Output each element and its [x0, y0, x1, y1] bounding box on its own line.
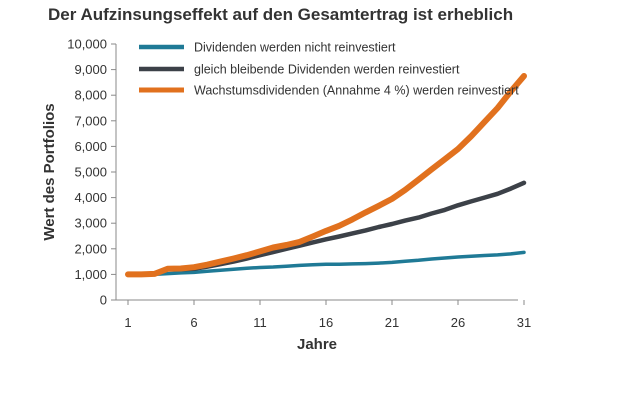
y-tick-label: 9,000	[74, 62, 107, 77]
legend-label-3: Wachstumsdividenden (Annahme 4 %) werden…	[194, 84, 519, 98]
legend: Dividenden werden nicht reinvestiert glei…	[139, 41, 519, 98]
x-tick-label: 31	[517, 315, 531, 330]
series-lines	[125, 73, 527, 278]
y-tick-label: 5,000	[74, 165, 107, 180]
x-tick-label: 21	[385, 315, 399, 330]
y-tick-label: 7,000	[74, 113, 107, 128]
y-tick-label: 8,000	[74, 88, 107, 103]
x-axis-label: Jahre	[297, 336, 337, 353]
y-axis-label: Wert des Portfolios	[41, 103, 58, 240]
y-tick-label: 4,000	[74, 190, 107, 205]
series-line-3	[125, 73, 527, 278]
y-tick-label: 10,000	[67, 37, 107, 52]
legend-label-1: Dividenden werden nicht reinvestiert	[194, 41, 396, 55]
x-tick-label: 1	[124, 315, 131, 330]
chart-title: Der Aufzinsungseffekt auf den Gesamtertr…	[48, 5, 514, 24]
x-tick-label: 6	[190, 315, 197, 330]
y-tick-label: 1,000	[74, 267, 107, 282]
x-tick-label: 16	[319, 315, 333, 330]
y-tick-label: 3,000	[74, 216, 107, 231]
axes	[111, 43, 525, 305]
y-tick-labels: 0 1,000 2,000 3,000 4,000 5,000 6,000 7,000 8,00…	[67, 37, 107, 308]
y-tick-label: 2,000	[74, 241, 107, 256]
y-tick-label: 6,000	[74, 139, 107, 154]
y-tick-label: 0	[100, 293, 107, 308]
x-tick-label: 26	[451, 315, 465, 330]
x-tick-labels: 1 6 11 16 21 26 31	[124, 315, 531, 330]
series-line-1	[126, 250, 526, 277]
x-tick-label: 11	[253, 315, 267, 330]
legend-label-2: gleich bleibende Dividenden werden reinv…	[194, 63, 460, 77]
